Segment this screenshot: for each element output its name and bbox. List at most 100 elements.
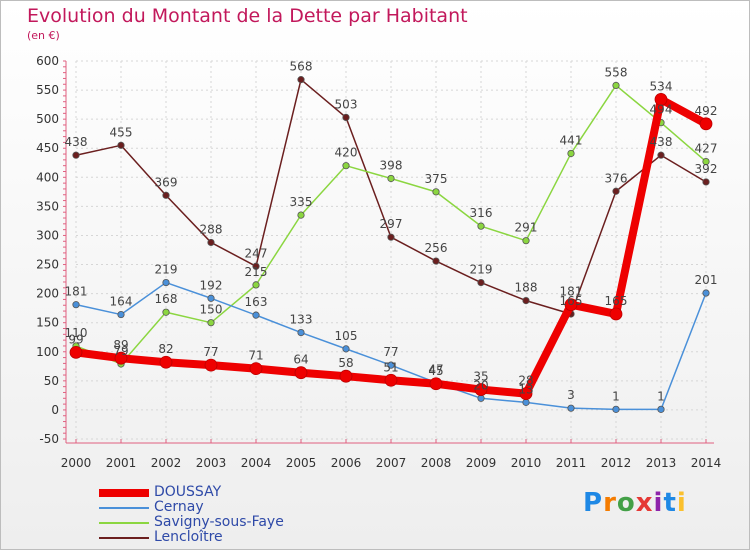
data-point <box>342 162 350 170</box>
data-label: 35 <box>473 370 488 384</box>
data-point <box>204 358 218 372</box>
data-point <box>702 178 710 186</box>
y-tick-label: 600 <box>36 54 59 68</box>
legend-item: Lencloître <box>99 530 284 545</box>
data-point <box>162 278 170 287</box>
x-tick-label: 2013 <box>646 456 677 470</box>
legend-label: DOUSSAY <box>154 484 222 500</box>
data-point <box>477 278 485 287</box>
data-point <box>654 92 668 106</box>
data-label: 3 <box>567 388 575 402</box>
series-savigny-sous-faye <box>72 81 710 368</box>
data-label: 165 <box>560 294 583 308</box>
x-tick-label: 2004 <box>241 456 272 470</box>
data-label: 181 <box>65 285 88 299</box>
legend-swatch <box>99 521 149 524</box>
data-label: 219 <box>470 263 493 277</box>
series-lenclo-tre <box>72 76 710 318</box>
data-point <box>567 404 575 412</box>
logo-letter: i <box>676 488 687 518</box>
logo-letter: r <box>603 488 617 518</box>
data-point <box>162 308 170 316</box>
data-label: 47 <box>428 363 443 377</box>
y-tick-label: 250 <box>36 258 59 272</box>
data-point <box>297 328 305 337</box>
logo-letter: P <box>583 488 604 518</box>
data-point <box>339 369 353 383</box>
data-label: 398 <box>380 158 403 172</box>
data-label: 28 <box>518 374 533 388</box>
data-point <box>69 345 83 359</box>
data-label: 291 <box>515 221 538 235</box>
data-point <box>207 319 215 327</box>
data-label: 164 <box>110 295 133 309</box>
data-label: 89 <box>113 338 128 352</box>
legend-swatch <box>99 506 149 509</box>
x-tick-label: 2003 <box>196 456 227 470</box>
data-label: 71 <box>248 349 263 363</box>
data-point <box>384 373 398 387</box>
data-label: 188 <box>515 281 538 295</box>
data-label: 133 <box>290 313 313 327</box>
logo-letter: x <box>635 488 654 518</box>
data-point <box>522 398 530 406</box>
data-label: 1 <box>612 389 620 403</box>
data-label: 77 <box>203 345 218 359</box>
data-label: 79 <box>113 344 128 358</box>
data-label: 51 <box>383 360 398 374</box>
legend-swatch <box>99 488 149 497</box>
data-label: 201 <box>695 273 718 287</box>
y-tick-label: 300 <box>36 228 59 242</box>
data-point <box>249 362 263 376</box>
data-label: 163 <box>245 295 268 309</box>
x-tick-label: 2000 <box>61 456 92 470</box>
data-point <box>522 237 530 245</box>
y-tick-label: 100 <box>36 345 59 359</box>
data-point <box>522 296 530 305</box>
data-point <box>294 366 308 380</box>
legend-label: Savigny-sous-Faye <box>154 514 284 530</box>
data-label: 105 <box>335 329 358 343</box>
data-label: 568 <box>290 60 313 74</box>
data-label: 168 <box>155 292 178 306</box>
y-tick-label: 550 <box>36 83 59 97</box>
data-point <box>567 149 575 158</box>
data-label: 455 <box>110 125 133 139</box>
y-tick-label: 350 <box>36 199 59 213</box>
data-point <box>117 310 125 319</box>
legend-label: Lencloître <box>154 529 223 545</box>
series-doussay <box>69 92 713 401</box>
data-label: 376 <box>605 171 628 185</box>
data-point <box>387 361 395 369</box>
data-label: 335 <box>290 195 313 209</box>
data-point <box>657 405 665 413</box>
data-label: 438 <box>650 135 673 149</box>
data-label: 503 <box>335 97 358 111</box>
x-tick-label: 2008 <box>421 456 452 470</box>
data-label: 438 <box>65 135 88 149</box>
data-label: 494 <box>650 103 673 117</box>
data-label: 181 <box>560 285 583 299</box>
data-point <box>114 351 128 365</box>
data-label: 150 <box>200 303 223 317</box>
data-point <box>612 405 620 413</box>
data-point <box>207 238 215 247</box>
data-label: 82 <box>158 342 173 356</box>
data-point <box>72 301 80 309</box>
x-tick-label: 2009 <box>466 456 497 470</box>
proxiti-logo: Proxiti <box>583 488 687 518</box>
data-point <box>564 298 578 312</box>
data-label: 316 <box>470 206 493 220</box>
x-tick-label: 2006 <box>331 456 362 470</box>
data-label: 1 <box>657 389 665 403</box>
data-label: 375 <box>425 172 448 186</box>
data-label: 558 <box>605 65 628 79</box>
data-point <box>477 394 485 402</box>
data-point <box>702 158 710 166</box>
legend-item: Cernay <box>99 500 284 515</box>
logo-letter: i <box>653 488 664 518</box>
x-tick-label: 2011 <box>556 456 587 470</box>
data-point <box>72 151 80 159</box>
